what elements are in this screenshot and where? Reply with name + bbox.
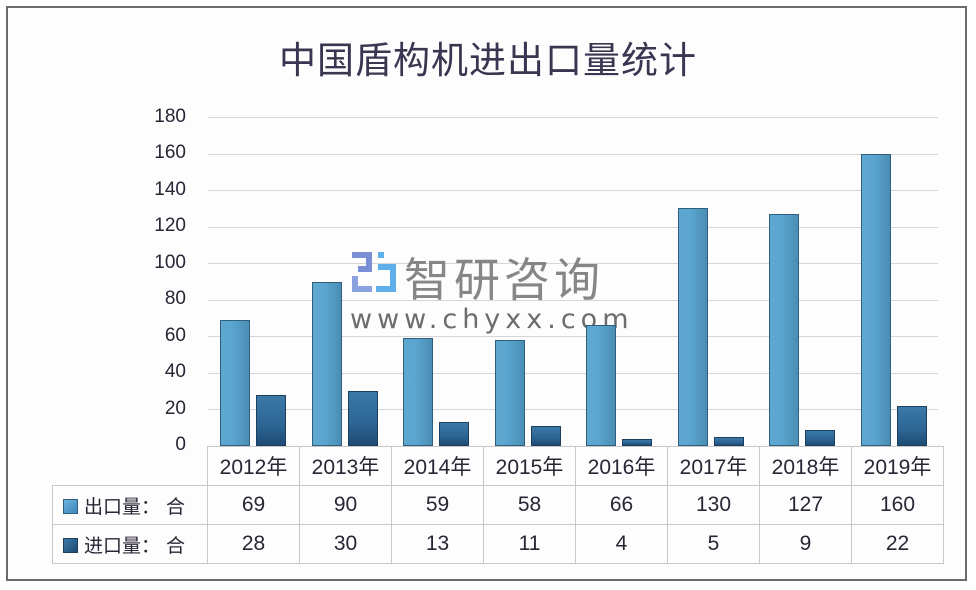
y-tick: 120 xyxy=(154,215,186,236)
legend-label-export: 出口量： 合 xyxy=(84,495,186,518)
table-header-cell: 2016年 xyxy=(575,446,668,486)
table-cell: 5 xyxy=(667,524,760,564)
y-tick: 180 xyxy=(154,106,186,127)
bar-import xyxy=(622,438,652,446)
table-header-cell: 2017年 xyxy=(667,446,760,486)
bar-import xyxy=(896,405,927,446)
bar-import xyxy=(439,422,469,446)
gridline xyxy=(208,190,938,191)
y-tick: 60 xyxy=(164,325,186,346)
bar-export xyxy=(860,153,891,446)
table-header-cell: 2019年 xyxy=(851,446,944,486)
table-cell: 30 xyxy=(299,524,392,564)
table-header-cell: 2012年 xyxy=(207,446,300,486)
gridline xyxy=(208,227,938,228)
table-cell: 90 xyxy=(299,485,392,525)
legend-swatch-import-icon xyxy=(63,537,78,553)
table-cell: 59 xyxy=(391,485,484,525)
y-tick: 0 xyxy=(175,434,186,455)
table-cell: 130 xyxy=(667,485,760,525)
gridline xyxy=(208,300,938,301)
table-header-cell: 2018年 xyxy=(759,446,852,486)
table-header-cell: 2015年 xyxy=(483,446,576,486)
bar-export xyxy=(677,208,708,446)
gridline xyxy=(208,336,938,337)
y-tick: 140 xyxy=(154,179,186,200)
table-row-export: 出口量： 合 69 90 59 58 66 130 127 160 xyxy=(52,485,944,525)
bar-export xyxy=(494,339,525,446)
table-cell: 11 xyxy=(483,524,576,564)
bar-import xyxy=(530,425,561,446)
table-cell: 22 xyxy=(851,524,944,564)
watermark-url: www.chyxx.com xyxy=(350,304,634,335)
watermark-brand: 智研咨询 xyxy=(404,253,604,307)
table-cell: 160 xyxy=(851,485,944,525)
bar-export xyxy=(769,213,799,446)
table-cell: 28 xyxy=(207,524,300,564)
bar-import xyxy=(347,391,378,446)
table-corner xyxy=(52,446,208,486)
gridline xyxy=(208,154,938,155)
legend-export: 出口量： 合 xyxy=(52,485,208,525)
table-cell: 13 xyxy=(391,524,484,564)
bar-import xyxy=(256,394,286,446)
bar-export xyxy=(311,281,342,446)
bar-export xyxy=(586,325,616,446)
gridline xyxy=(208,263,938,264)
table-cell: 66 xyxy=(575,485,668,525)
table-cell: 127 xyxy=(759,485,852,525)
bar-export xyxy=(220,319,250,446)
y-tick: 100 xyxy=(154,252,186,273)
bar-import xyxy=(713,436,744,446)
legend-import: 进口量： 合 xyxy=(52,524,208,564)
bar-import xyxy=(805,429,835,446)
y-tick: 20 xyxy=(164,398,186,419)
table-header-cell: 2014年 xyxy=(391,446,484,486)
table-header-cell: 2013年 xyxy=(299,446,392,486)
table-cell: 69 xyxy=(207,485,300,525)
gridline xyxy=(208,409,938,410)
y-tick: 80 xyxy=(164,288,186,309)
chyxx-logo-icon xyxy=(352,252,396,292)
bar-export xyxy=(403,338,433,446)
table-cell: 4 xyxy=(575,524,668,564)
legend-label-import: 进口量： 合 xyxy=(84,534,186,557)
table-header-row: 2012年 2013年 2014年 2015年 2016年 2017年 2018… xyxy=(52,446,944,486)
table-row-import: 进口量： 合 28 30 13 11 4 5 9 22 xyxy=(52,524,944,564)
gridline xyxy=(208,117,938,118)
table-cell: 9 xyxy=(759,524,852,564)
table-cell: 58 xyxy=(483,485,576,525)
gridline xyxy=(208,373,938,374)
y-tick: 40 xyxy=(164,361,186,382)
legend-swatch-export-icon xyxy=(63,498,78,514)
y-tick: 160 xyxy=(154,142,186,163)
data-table: 2012年 2013年 2014年 2015年 2016年 2017年 2018… xyxy=(52,446,944,564)
chart-title: 中国盾构机进出口量统计 xyxy=(279,39,697,82)
